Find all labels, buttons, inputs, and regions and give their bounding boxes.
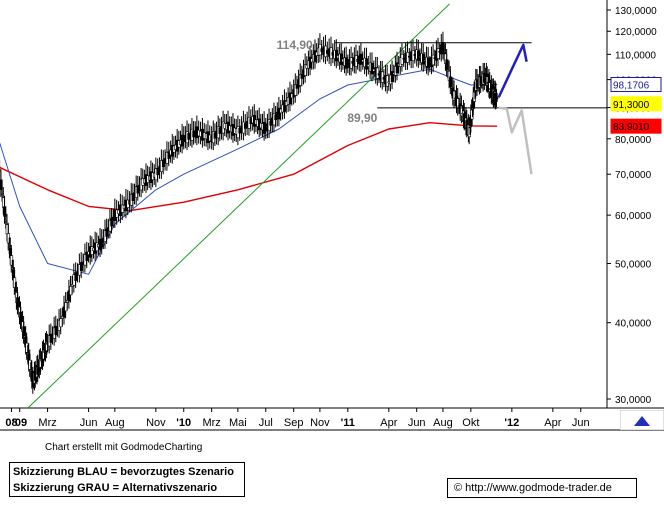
x-tick-label: Jun: [408, 417, 426, 429]
y-axis-ticks: 30,0000 40,0000 50,0000 60,0000 70,0000 80,00…: [607, 6, 657, 406]
legend-blue-line: Skizzierung BLAU = bevorzugtes Szenario: [13, 466, 234, 478]
candle-body: [359, 53, 363, 65]
x-tick-label: Okt: [462, 417, 479, 429]
scroll-right-button[interactable]: [620, 410, 664, 430]
candle-body: [365, 58, 369, 70]
candle-body: [380, 71, 385, 83]
x-tick-label: 08: [5, 417, 17, 429]
x-tick-label: '10: [176, 417, 191, 429]
x-tick-label: Apr: [544, 417, 561, 429]
sma-red-line: [0, 122, 498, 212]
candle-body: [3, 206, 7, 217]
candle-body: [426, 57, 430, 69]
candle-body: [473, 90, 477, 92]
x-tick-label: Nov: [310, 417, 330, 429]
x-tick-label: Aug: [105, 417, 125, 429]
navigate-icon: [634, 416, 650, 426]
chart-labels: 114,90 89,90 98,1706 91,3000 83,9010: [277, 38, 662, 134]
candle-body: [64, 302, 68, 312]
price-label: 91,3000: [613, 100, 650, 111]
y-tick-label: 110,0000: [615, 50, 656, 61]
source-url-box[interactable]: © http://www.godmode-trader.de: [447, 478, 637, 498]
candle-body: [436, 48, 440, 59]
x-tick-label: '11: [341, 417, 355, 429]
preferred-scenario-sketch: [497, 43, 528, 98]
x-tick-label: '09: [12, 417, 27, 429]
support-label: 89,90: [347, 111, 377, 125]
plot-area: [0, 0, 664, 431]
candle-body: [69, 286, 73, 296]
y-tick-label: 70,0000: [615, 170, 652, 181]
candle-body: [495, 96, 499, 100]
x-tick-label: Sep: [284, 417, 304, 429]
x-tick-label: Mai: [229, 417, 247, 429]
y-tick-label: 60,0000: [615, 211, 652, 222]
price-label-box: [610, 77, 662, 93]
candle-body: [431, 54, 435, 66]
price-candles: [0, 31, 499, 394]
candle-body: [421, 53, 426, 65]
candle-body: [370, 63, 374, 75]
sma-blue-line: [0, 68, 498, 275]
chart-credit: Chart erstellt mit GodmodeCharting: [45, 442, 203, 453]
price-label: 98,1706: [613, 81, 650, 92]
candle-body: [417, 50, 421, 61]
legend-gray-line: Skizzierung GRAU = Alternativszenario: [13, 482, 218, 494]
candle-body: [385, 75, 389, 87]
source-url[interactable]: http://www.godmode-trader.de: [465, 482, 612, 494]
price-label-box: [610, 96, 662, 112]
scenario-legend: Skizzierung BLAU = bevorzugtes Szenario …: [9, 462, 245, 497]
x-tick-label: Mrz: [202, 417, 220, 429]
y-tick-label: 120,0000: [615, 27, 657, 38]
x-tick-label: Apr: [380, 417, 397, 429]
x-tick-label: '12: [504, 417, 519, 429]
x-tick-label: Jun: [80, 417, 98, 429]
y-tick-label: 40,0000: [615, 319, 652, 330]
price-chart: 30,0000 40,0000 50,0000 60,0000 70,0000 80,00…: [0, 0, 664, 431]
candle-body: [59, 318, 63, 328]
candle-body: [0, 179, 3, 190]
x-tick-label: Aug: [433, 417, 453, 429]
y-tick-label: 50,0000: [615, 259, 652, 270]
price-label: 83,9010: [613, 122, 650, 133]
candle-body: [376, 67, 380, 79]
y-tick-label: 130,0000: [615, 6, 657, 17]
x-tick-label: Nov: [146, 417, 166, 429]
x-tick-label: Jun: [572, 417, 590, 429]
x-tick-label: Mrz: [38, 417, 56, 429]
chart-lines: [0, 3, 607, 409]
resistance-label: 114,90: [277, 38, 313, 52]
y-tick-label: 80,0000: [615, 135, 652, 146]
x-axis: 08'09 Mrz Jun Aug Nov '10 Mrz Mai Jul Sep Nov '11 Ap…: [5, 408, 590, 429]
price-label-box: [610, 118, 662, 134]
alternative-scenario-sketch: [498, 106, 533, 175]
y-tick-label: 30,0000: [615, 395, 652, 406]
copyright-icon: ©: [454, 482, 463, 494]
x-tick-label: Jul: [259, 417, 273, 429]
